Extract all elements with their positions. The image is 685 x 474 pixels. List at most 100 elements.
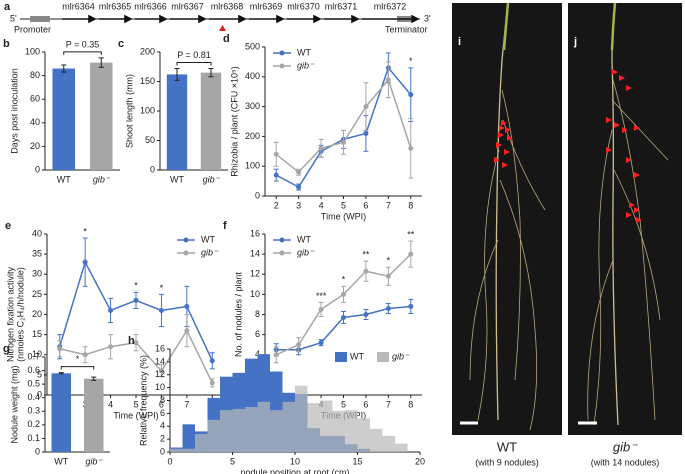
nodule-arrow <box>502 162 508 168</box>
x-tick-label: 6 <box>363 200 368 210</box>
root <box>587 79 669 426</box>
hist-bar <box>295 385 308 452</box>
gene-arrow <box>287 14 322 24</box>
point <box>184 303 190 309</box>
photo <box>568 3 682 435</box>
point <box>209 380 215 386</box>
hist-bar <box>382 435 395 452</box>
hist-bar <box>282 401 295 452</box>
panel-letter: e <box>5 220 11 232</box>
significance: * <box>342 275 346 285</box>
hist-bar <box>182 424 195 452</box>
legend-label: WT <box>201 234 215 244</box>
y-axis-label: Nodule weight (mg) <box>9 365 19 443</box>
nodule-arrow <box>606 147 612 153</box>
x-tick-label: WT <box>170 174 184 184</box>
photo-caption: (with 14 nodules) <box>591 457 660 467</box>
point <box>318 306 324 312</box>
hist-bar <box>370 428 383 452</box>
y-tick-label: 50 <box>145 135 155 145</box>
x-tick-label: 15 <box>352 456 362 466</box>
y-tick-label: 14 <box>155 356 165 366</box>
point <box>363 312 369 317</box>
hist-bar <box>170 448 183 452</box>
nodule-arrow <box>504 149 510 155</box>
gene-arrow <box>362 14 420 24</box>
nodule-arrow <box>606 117 612 123</box>
point <box>363 130 369 136</box>
chart-bar: g 0 0.1 0.2 0.3 0.4 0.5 0.6 0.7 Nodule weight (mg… <box>3 343 110 466</box>
legend-marker <box>183 237 189 243</box>
legend-marker <box>279 63 285 69</box>
hist-bar <box>232 408 245 452</box>
nodule-arrow <box>507 135 513 141</box>
x-tick-label: 6 <box>159 399 164 409</box>
nodule-arrow <box>614 122 620 128</box>
y-tick-label: 14 <box>250 249 260 259</box>
point <box>273 352 279 358</box>
y-tick-label: 0 <box>35 164 40 174</box>
x-tick-label: 5 <box>133 399 138 409</box>
point <box>318 145 324 151</box>
x-tick-label: 5 <box>230 456 235 466</box>
x-tick-label: 10 <box>290 456 300 466</box>
y-tick-label: 100 <box>140 105 155 115</box>
nodule-arrow <box>634 172 640 178</box>
y-tick-label: 0.6 <box>27 365 40 375</box>
y-tick-label: 10 <box>32 349 42 359</box>
nodule-arrow <box>505 127 511 133</box>
x-tick-label: 4 <box>319 200 324 210</box>
point <box>296 169 302 175</box>
point <box>108 344 114 350</box>
bar <box>200 72 222 170</box>
panel-letter: d <box>223 33 230 45</box>
significance: * <box>409 56 413 66</box>
point <box>133 340 139 346</box>
legend-marker <box>279 250 285 256</box>
x-tick-label: 2 <box>274 200 279 210</box>
x-tick-label: 8 <box>408 399 413 409</box>
x-tick-label: 0 <box>167 456 172 466</box>
gene-arrow <box>170 14 207 24</box>
nodule-arrow <box>634 125 640 131</box>
hist-bar <box>220 410 233 452</box>
x-tick-label: 4 <box>108 399 113 409</box>
y-tick-label: 300 <box>245 101 260 111</box>
x-axis-label: Time (WPI) <box>321 211 366 221</box>
point <box>408 303 414 309</box>
y-tick-label: 60 <box>30 94 40 104</box>
bracket <box>176 62 212 66</box>
panel-letter: g <box>3 343 10 355</box>
y-tick-label: 0 <box>150 164 155 174</box>
legend-label: WT <box>297 234 311 244</box>
x-tick-label: gib⁻ <box>203 174 221 184</box>
y-tick-label: 0.1 <box>27 433 40 443</box>
x-tick-label: 7 <box>386 200 391 210</box>
hist-bar <box>245 406 258 452</box>
nodule-arrow <box>626 157 632 163</box>
stem <box>502 2 510 51</box>
gene-arrow <box>99 14 133 24</box>
hist-bar <box>307 403 320 452</box>
y-tick-label: 200 <box>140 46 155 56</box>
chart-bar: c 0 50 100 150 200 Shoot length (mm) WT gib⁻ P = … <box>118 38 228 184</box>
panel-letter: a <box>4 1 11 13</box>
x-tick-label: 5 <box>341 399 346 409</box>
point <box>158 307 164 313</box>
nodule-arrow <box>496 142 502 148</box>
bracket <box>63 51 102 55</box>
x-tick-label: 20 <box>415 456 425 466</box>
significance: * <box>83 226 87 236</box>
gene-label: mlr6370 <box>287 1 320 11</box>
x-axis-label: Time (WPI) <box>113 410 158 420</box>
point <box>209 358 215 364</box>
gene-label: mlr6367 <box>171 1 204 11</box>
y-axis-label: Nitrogen fixation activity <box>5 266 15 362</box>
nodule-arrow <box>634 207 640 213</box>
significance: * <box>387 256 391 266</box>
y-tick-label: 16 <box>155 343 165 353</box>
y-tick-label: 400 <box>245 71 260 81</box>
y-tick-label: 6 <box>160 408 165 418</box>
point <box>341 139 346 145</box>
